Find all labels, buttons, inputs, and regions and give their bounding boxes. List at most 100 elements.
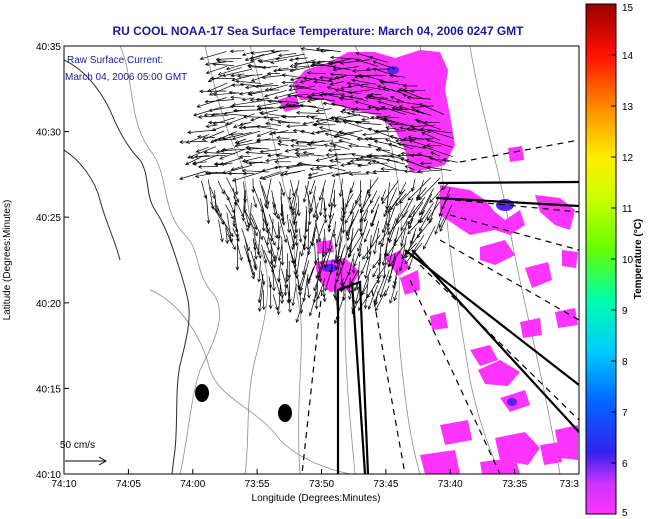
- transect-lines-solid: [336, 180, 579, 474]
- current-vector: [402, 83, 418, 88]
- current-vector: [231, 171, 262, 182]
- current-vector: [294, 56, 308, 61]
- current-vector: [307, 257, 319, 285]
- current-vector: [426, 165, 452, 171]
- current-vector: [256, 100, 288, 109]
- current-vector: [340, 94, 363, 100]
- current-vector: [321, 245, 326, 258]
- current-vector: [244, 160, 269, 164]
- current-vector: [196, 134, 215, 139]
- current-vector: [218, 219, 224, 243]
- current-vector: [270, 251, 276, 263]
- current-vector: [302, 180, 310, 203]
- current-vector: [306, 71, 326, 75]
- current-vector: [254, 84, 279, 89]
- current-vector: [299, 77, 317, 84]
- current-vector: [277, 142, 289, 147]
- current-vector: [282, 114, 306, 119]
- current-vector: [195, 146, 209, 153]
- current-vector: [255, 97, 282, 102]
- current-vector: [285, 164, 306, 170]
- current-vector: [318, 188, 324, 217]
- current-vector: [315, 155, 335, 162]
- current-vector: [374, 129, 407, 134]
- current-vector: [316, 221, 325, 244]
- current-vector: [315, 164, 337, 170]
- current-vector: [306, 284, 311, 299]
- current-vector: [179, 170, 207, 181]
- current-vector: [232, 220, 239, 234]
- current-vector: [249, 57, 261, 62]
- current-vector: [378, 230, 389, 246]
- current-vector: [277, 139, 298, 143]
- current-vector: [212, 92, 237, 97]
- current-vector: [274, 159, 292, 164]
- current-vector: [371, 159, 400, 171]
- colorbar-tick-label: 5: [622, 508, 628, 519]
- current-vector: [284, 147, 300, 153]
- current-vector: [429, 190, 442, 204]
- current-vector: [397, 142, 425, 149]
- current-vector: [292, 209, 299, 226]
- current-vector: [309, 167, 324, 171]
- x-tick-label: 74:10: [51, 479, 76, 490]
- y-tick-label: 40:35: [36, 42, 61, 53]
- current-vector: [208, 83, 235, 96]
- current-vector: [207, 179, 215, 210]
- current-vector: [370, 190, 378, 204]
- current-vector: [286, 291, 291, 304]
- current-vector: [269, 218, 274, 242]
- current-vector: [205, 65, 228, 75]
- current-vector: [383, 237, 389, 258]
- x-tick-label: 73:35: [502, 479, 527, 490]
- current-vector: [335, 130, 363, 137]
- current-vector: [269, 58, 287, 64]
- current-vector: [203, 150, 235, 155]
- current-vector: [323, 143, 336, 148]
- current-vector: [275, 135, 290, 140]
- current-vector: [264, 87, 280, 92]
- current-vector: [334, 171, 362, 177]
- current-vector: [386, 242, 396, 257]
- current-vector: [439, 204, 453, 233]
- current-vector: [261, 244, 268, 264]
- current-vector: [416, 120, 441, 130]
- current-vector: [261, 185, 270, 206]
- current-vector: [230, 73, 245, 78]
- current-vector: [313, 80, 326, 84]
- current-vector: [438, 217, 445, 229]
- current-vector: [423, 120, 441, 125]
- current-vector: [185, 134, 210, 144]
- current-vector: [244, 220, 250, 232]
- current-vector: [372, 227, 380, 255]
- current-vector: [365, 246, 370, 261]
- current-vector: [442, 158, 458, 163]
- current-vector: [264, 121, 282, 126]
- current-vector: [368, 234, 372, 256]
- current-vector: [289, 65, 316, 73]
- current-vector: [287, 241, 296, 265]
- y-tick-label: 40:20: [36, 299, 61, 310]
- current-vector: [249, 98, 270, 102]
- current-vector: [348, 172, 369, 177]
- current-vector: [359, 154, 390, 160]
- current-vector: [359, 194, 371, 214]
- current-vector: [212, 62, 235, 67]
- current-vector: [292, 128, 306, 133]
- current-vector: [349, 202, 355, 216]
- current-vector: [314, 219, 322, 243]
- current-vector: [332, 66, 359, 72]
- current-vector: [348, 144, 372, 148]
- y-axis-ticks: 40:10 40:15 40:20 40:25 40:30 40:35: [36, 42, 69, 481]
- x-tick-label: 74:05: [116, 479, 141, 490]
- current-vector: [241, 168, 269, 173]
- x-tick-label: 74:00: [180, 479, 205, 490]
- current-vector: [411, 178, 416, 193]
- current-vector: [280, 236, 285, 266]
- current-vector: [402, 137, 433, 141]
- current-vector: [311, 233, 316, 247]
- current-vector: [426, 143, 441, 148]
- current-vector: [236, 139, 253, 146]
- current-vector: [349, 95, 369, 102]
- current-vector: [327, 229, 335, 253]
